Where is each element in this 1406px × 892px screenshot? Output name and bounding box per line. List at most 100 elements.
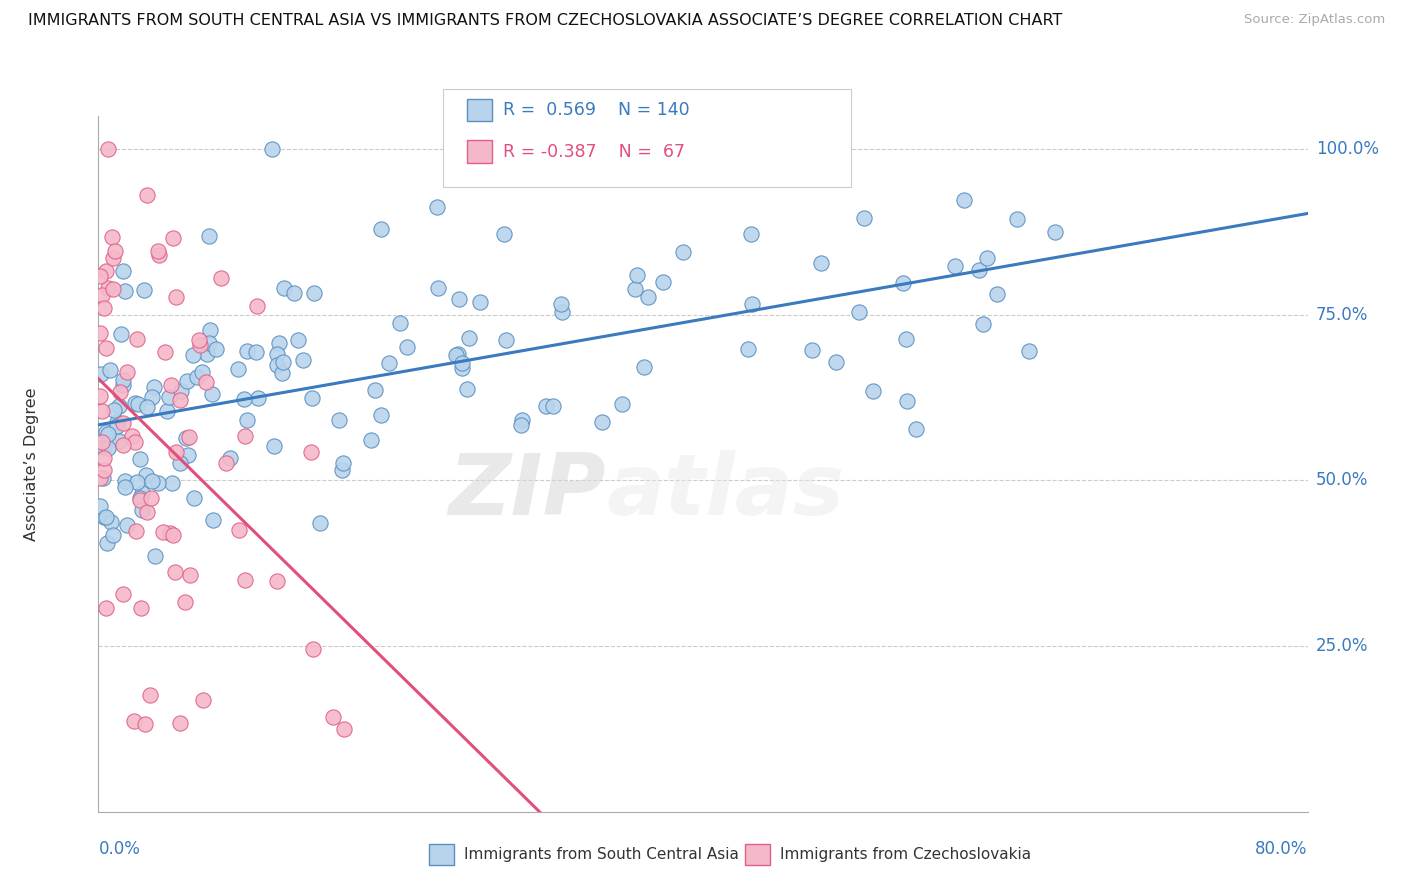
- Point: [97, 441, 120, 455]
- Point: [444, 348, 467, 362]
- Point: [143, 549, 166, 564]
- Point: [953, 193, 976, 207]
- Point: [114, 285, 136, 299]
- Point: [509, 417, 531, 432]
- Point: [156, 404, 179, 418]
- Point: [93, 301, 115, 315]
- Point: [128, 492, 150, 507]
- Point: [124, 524, 146, 538]
- Point: [198, 323, 221, 337]
- Point: [162, 528, 184, 542]
- Point: [104, 244, 127, 258]
- Point: [550, 296, 572, 310]
- Point: [117, 517, 139, 532]
- Point: [135, 505, 157, 519]
- Text: 25.0%: 25.0%: [1316, 637, 1368, 655]
- Point: [169, 393, 191, 408]
- Point: [125, 475, 148, 489]
- Point: [426, 281, 449, 295]
- Point: [146, 244, 169, 259]
- Point: [152, 524, 174, 539]
- Point: [91, 471, 114, 485]
- Point: [96, 341, 118, 355]
- Point: [114, 475, 136, 489]
- Point: [90, 287, 112, 301]
- Point: [904, 422, 927, 436]
- Point: [188, 338, 211, 352]
- Point: [105, 419, 128, 434]
- Point: [389, 316, 412, 330]
- Point: [1045, 225, 1067, 239]
- Point: [112, 438, 135, 452]
- Point: [330, 463, 353, 477]
- Point: [332, 457, 354, 471]
- Point: [114, 479, 136, 493]
- Point: [824, 355, 846, 369]
- Point: [848, 305, 870, 319]
- Point: [896, 394, 918, 409]
- Point: [131, 600, 153, 615]
- Point: [93, 509, 115, 524]
- Point: [176, 374, 198, 388]
- Point: [153, 344, 176, 359]
- Point: [132, 284, 155, 298]
- Point: [193, 693, 215, 707]
- Point: [127, 397, 149, 411]
- Point: [112, 373, 135, 387]
- Point: [96, 510, 118, 524]
- Point: [129, 451, 152, 466]
- Point: [633, 360, 655, 375]
- Point: [112, 587, 135, 601]
- Point: [111, 264, 134, 278]
- Point: [162, 231, 184, 245]
- Point: [125, 332, 148, 346]
- Point: [205, 342, 228, 356]
- Point: [159, 377, 181, 392]
- Point: [94, 425, 117, 439]
- Point: [737, 342, 759, 356]
- Point: [194, 375, 217, 389]
- Point: [370, 408, 392, 422]
- Text: ZIP: ZIP: [449, 450, 606, 533]
- Point: [101, 229, 124, 244]
- Point: [740, 227, 762, 242]
- Point: [287, 333, 309, 347]
- Point: [170, 384, 193, 399]
- Point: [672, 245, 695, 260]
- Point: [1005, 212, 1028, 227]
- Point: [187, 333, 209, 347]
- Point: [226, 362, 249, 376]
- Point: [165, 290, 187, 304]
- Point: [160, 475, 183, 490]
- Point: [612, 142, 634, 156]
- Point: [141, 390, 163, 404]
- Point: [377, 356, 399, 370]
- Point: [986, 286, 1008, 301]
- Point: [89, 268, 111, 283]
- Text: Source: ZipAtlas.com: Source: ZipAtlas.com: [1244, 13, 1385, 27]
- Point: [142, 380, 165, 394]
- Point: [299, 444, 322, 458]
- Point: [263, 439, 285, 453]
- Point: [266, 347, 288, 361]
- Point: [271, 355, 294, 369]
- Point: [301, 391, 323, 405]
- Point: [215, 456, 238, 470]
- Point: [122, 714, 145, 728]
- Point: [163, 565, 186, 579]
- Point: [136, 400, 159, 414]
- Point: [179, 568, 201, 582]
- Point: [90, 367, 112, 381]
- Text: Immigrants from Czechoslovakia: Immigrants from Czechoslovakia: [780, 847, 1032, 862]
- Text: 75.0%: 75.0%: [1316, 306, 1368, 324]
- Point: [89, 326, 111, 341]
- Point: [551, 305, 574, 319]
- Point: [131, 486, 153, 500]
- Point: [198, 229, 221, 244]
- Point: [304, 285, 326, 300]
- Point: [741, 296, 763, 310]
- Point: [103, 528, 125, 542]
- Point: [200, 387, 222, 401]
- Point: [191, 365, 214, 379]
- Point: [943, 259, 966, 273]
